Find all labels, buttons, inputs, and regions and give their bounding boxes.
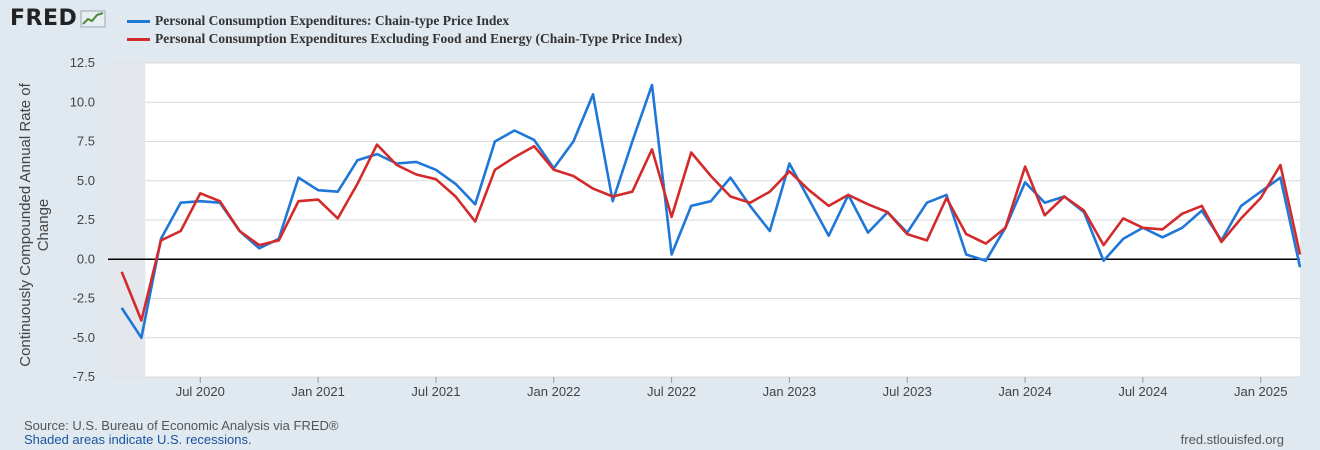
series-line-pce [120, 83, 1302, 340]
fred-logo-text: FRED [10, 6, 78, 31]
recession-note-link[interactable]: Shaded areas indicate U.S. recessions. [24, 432, 252, 447]
legend-label-core-pce: Personal Consumption Expenditures Exclud… [155, 31, 683, 46]
legend-item-core-pce[interactable]: Personal Consumption Expenditures Exclud… [127, 31, 682, 47]
y-tick-label: -7.5 [73, 369, 95, 384]
line-graph-icon [80, 10, 106, 27]
recession-shading [108, 63, 146, 377]
x-tick-label: Jan 2025 [1234, 384, 1288, 399]
legend-item-pce[interactable]: Personal Consumption Expenditures: Chain… [127, 13, 509, 29]
y-tick-label: 5.0 [77, 173, 95, 188]
legend-swatch-core-pce [127, 37, 150, 41]
fred-logo[interactable]: FRED [10, 6, 106, 31]
y-tick-label: -5.0 [73, 330, 95, 345]
series-line-core-pce [120, 143, 1302, 322]
x-tick-label: Jan 2023 [763, 384, 817, 399]
x-tick-label: Jul 2023 [883, 384, 932, 399]
y-axis-title-line-2: Change [35, 199, 52, 252]
y-tick-label: 2.5 [77, 212, 95, 227]
y-tick-label: -2.5 [73, 291, 95, 306]
source-note: Source: U.S. Bureau of Economic Analysis… [24, 418, 339, 433]
x-tick-label: Jul 2022 [647, 384, 696, 399]
y-tick-label: 12.5 [70, 55, 95, 70]
x-tick-label: Jul 2021 [411, 384, 460, 399]
x-tick-label: Jan 2022 [527, 384, 581, 399]
fred-url-link[interactable]: fred.stlouisfed.org [1180, 432, 1284, 447]
legend-label-pce: Personal Consumption Expenditures: Chain… [155, 13, 510, 28]
x-tick-label: Jan 2024 [998, 384, 1052, 399]
y-tick-label: 10.0 [70, 94, 95, 109]
x-tick-label: Jul 2020 [176, 384, 225, 399]
x-tick-label: Jan 2021 [291, 384, 345, 399]
y-axis-title-line-1: Continuously Compounded Annual Rate of [17, 82, 34, 366]
legend-swatch-pce [127, 19, 150, 23]
y-tick-label: 7.5 [77, 134, 95, 149]
x-tick-label: Jul 2024 [1118, 384, 1167, 399]
y-tick-label: 0.0 [77, 251, 95, 266]
